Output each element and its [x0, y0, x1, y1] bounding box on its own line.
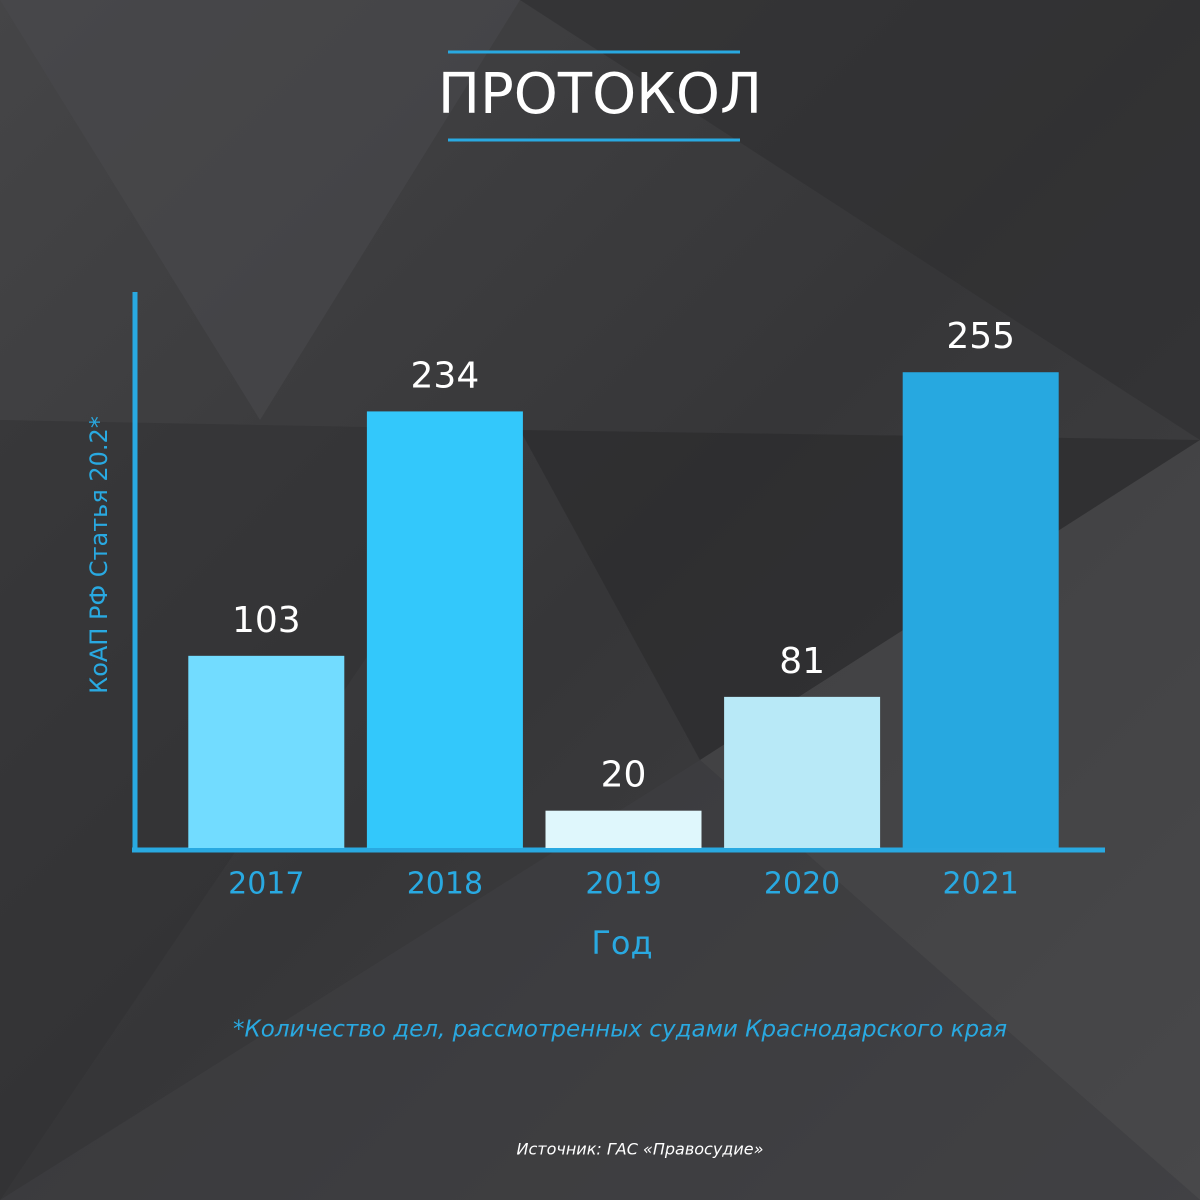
x-tick-label: 2017 — [228, 867, 304, 902]
bg-shape — [0, 0, 520, 420]
x-tick-label: 2019 — [585, 867, 661, 902]
bar — [366, 411, 523, 848]
chart-title: ПРОТОКОЛ — [438, 62, 762, 127]
y-axis-label: КоАП РФ Статья 20.2* — [85, 416, 113, 694]
bg-shape — [520, 0, 1200, 440]
value-label: 81 — [779, 641, 825, 682]
bar — [545, 810, 702, 848]
value-label: 20 — [601, 755, 647, 796]
footnote: *Количество дел, рассмотренных судами Кр… — [233, 1017, 1007, 1043]
x-tick-label: 2018 — [407, 867, 483, 902]
bar — [724, 696, 881, 848]
bar — [188, 655, 345, 848]
bar — [902, 372, 1059, 848]
value-label: 234 — [411, 355, 480, 396]
source: Источник: ГАС «Правосудие» — [517, 1140, 764, 1159]
x-tick-label: 2021 — [943, 867, 1019, 902]
x-tick-label: 2020 — [764, 867, 840, 902]
bg-shape — [0, 760, 1200, 1200]
value-label: 103 — [232, 600, 301, 641]
value-label: 255 — [946, 316, 1015, 357]
x-axis-label: Год — [591, 924, 652, 962]
